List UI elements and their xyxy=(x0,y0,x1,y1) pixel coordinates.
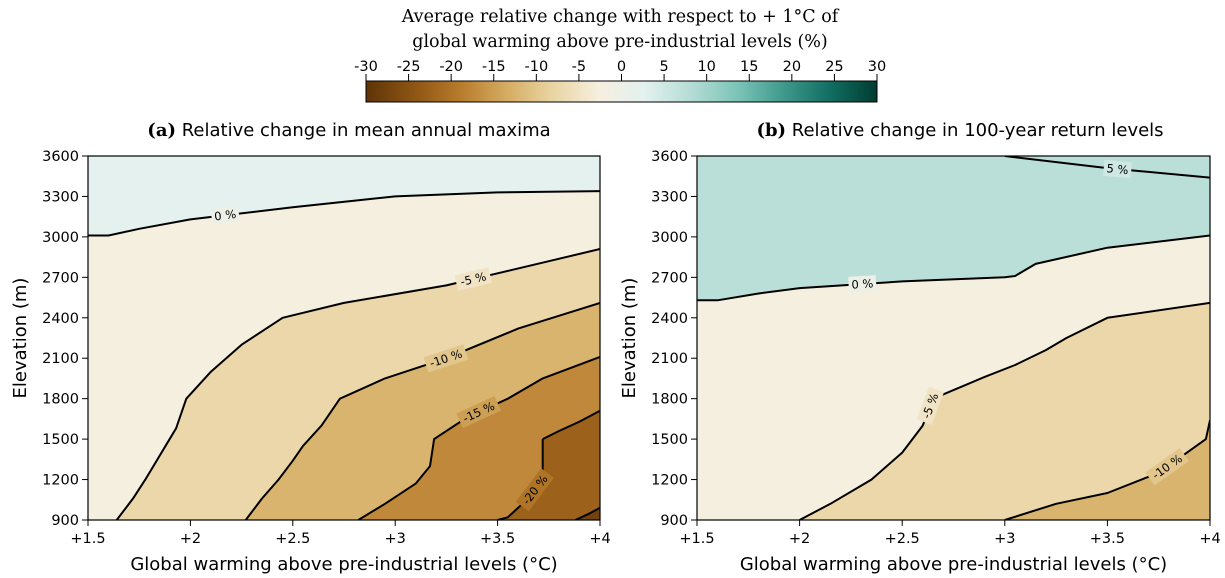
y-tick-label: 2400 xyxy=(42,311,79,327)
panel-a: 0 %-5 %-10 %-15 %-20 %+1.5 +2 +2.5 +3 +3.5 +4… xyxy=(10,120,611,575)
x-tick-label: +4 xyxy=(1199,531,1220,547)
y-tick-label: 2100 xyxy=(42,351,79,367)
colorbar-tick-label: -15 xyxy=(482,59,506,75)
contour-label: -5 % xyxy=(454,267,493,291)
contour-region xyxy=(1004,420,1210,520)
panel-letter: (a) xyxy=(147,120,176,141)
panel-letter: (b) xyxy=(756,120,786,141)
y-tick-label: 1200 xyxy=(651,473,688,489)
colorbar-tick-label: 15 xyxy=(740,59,758,75)
plot-frame xyxy=(696,155,1211,521)
contour-label-text: 0 % xyxy=(851,276,874,291)
x-tick-label: +2.5 xyxy=(885,531,920,547)
y-tick-label: 1500 xyxy=(651,432,688,448)
y-tick-label: 1200 xyxy=(42,473,79,489)
colorbar-title-line2: global warming above pre-industrial leve… xyxy=(412,32,827,52)
x-axis-label: Global warming above pre-industrial leve… xyxy=(130,554,557,575)
x-tick-label: +1.5 xyxy=(70,531,105,547)
contour-label: 5 % xyxy=(1103,159,1132,179)
colorbar-tick-label: 10 xyxy=(697,59,715,75)
y-tick-label: 3300 xyxy=(42,189,79,205)
y-axis-label: Elevation (m) xyxy=(619,278,640,399)
x-tick-label: +3 xyxy=(994,531,1015,547)
y-tick-label: 2700 xyxy=(651,270,688,286)
colorbar-tick-label: 0 xyxy=(617,59,626,75)
colorbar-tick-label: -30 xyxy=(354,59,378,75)
y-tick-label: 3000 xyxy=(42,230,79,246)
contour-line xyxy=(574,507,600,520)
contour-fills xyxy=(88,156,600,520)
x-tick-label: +4 xyxy=(589,531,610,547)
y-tick-label: 3600 xyxy=(42,149,79,165)
contour-line xyxy=(244,301,600,520)
plot-frame xyxy=(87,155,601,521)
contour-line xyxy=(88,190,600,237)
colorbar-tick-label: -20 xyxy=(439,59,463,75)
y-tick-label: 3600 xyxy=(651,149,688,165)
x-axis-label: Global warming above pre-industrial leve… xyxy=(740,554,1167,575)
x-tick-label: +3 xyxy=(385,531,406,547)
colorbar-tick-label: 5 xyxy=(659,59,668,75)
y-tick-label: 900 xyxy=(660,513,688,529)
y-tick-label: 1500 xyxy=(42,432,79,448)
y-tick-label: 900 xyxy=(51,513,79,529)
x-tick-label: +3.5 xyxy=(480,531,515,547)
y-tick-label: 3300 xyxy=(651,189,688,205)
y-axis-label: Elevation (m) xyxy=(10,278,31,399)
y-tick-label: 2700 xyxy=(42,270,79,286)
colorbar-ticks: -30 -25 -20 -15 -10 -5 0 5 10 15 20 25 30 xyxy=(354,59,886,81)
x-tick-label: +2 xyxy=(789,531,810,547)
contour-label: 0 % xyxy=(210,205,240,225)
contour-label-text: 5 % xyxy=(1106,161,1129,177)
contour-fills xyxy=(697,156,1210,520)
contour-label: 0 % xyxy=(848,275,877,293)
panel-title: (a) Relative change in mean annual maxim… xyxy=(147,120,550,141)
colorbar-tick-label: 25 xyxy=(825,59,843,75)
contour-label-text: 0 % xyxy=(213,207,236,224)
panel-title-text: Relative change in 100-year return level… xyxy=(786,120,1163,141)
y-tick-label: 1800 xyxy=(42,392,79,408)
contour-line xyxy=(542,409,600,440)
panel-title: (b) Relative change in 100-year return l… xyxy=(756,120,1163,141)
contour-line xyxy=(799,301,1210,520)
contour-line xyxy=(357,355,600,520)
colorbar-title-line1: Average relative change with respect to … xyxy=(401,7,840,27)
contour-region xyxy=(497,410,600,520)
y-tick-label: 2100 xyxy=(651,351,688,367)
colorbar-tick-label: -10 xyxy=(524,59,548,75)
x-tick-label: +1.5 xyxy=(679,531,714,547)
x-tick-label: +2 xyxy=(180,531,201,547)
y-tick-label: 1800 xyxy=(651,392,688,408)
colorbar-gradient xyxy=(365,80,878,103)
y-tick-label: 3000 xyxy=(651,230,688,246)
colorbar-tick-label: -25 xyxy=(397,59,421,75)
contour-lines xyxy=(697,156,1210,520)
y-tick-label: 2400 xyxy=(651,311,688,327)
panel-b: 5 %0 %-5 %-10 %+1.5 +2 +2.5 +3 +3.5 +49001200… xyxy=(619,120,1221,575)
contour-label-text: -5 % xyxy=(459,269,488,289)
colorbar-tick-label: 30 xyxy=(868,59,886,75)
panel-title-text: Relative change in mean annual maxima xyxy=(176,120,551,141)
contour-line xyxy=(1004,419,1210,520)
colorbar-tick-label: -5 xyxy=(572,59,586,75)
x-tick-label: +2.5 xyxy=(275,531,310,547)
contour-region xyxy=(575,507,600,520)
x-tick-label: +3.5 xyxy=(1090,531,1125,547)
contour-region xyxy=(799,302,1210,520)
contour-label: -5 % xyxy=(916,386,944,425)
contour-line xyxy=(697,234,1210,302)
colorbar: Average relative change with respect to … xyxy=(354,7,886,103)
colorbar-tick-label: 20 xyxy=(783,59,801,75)
